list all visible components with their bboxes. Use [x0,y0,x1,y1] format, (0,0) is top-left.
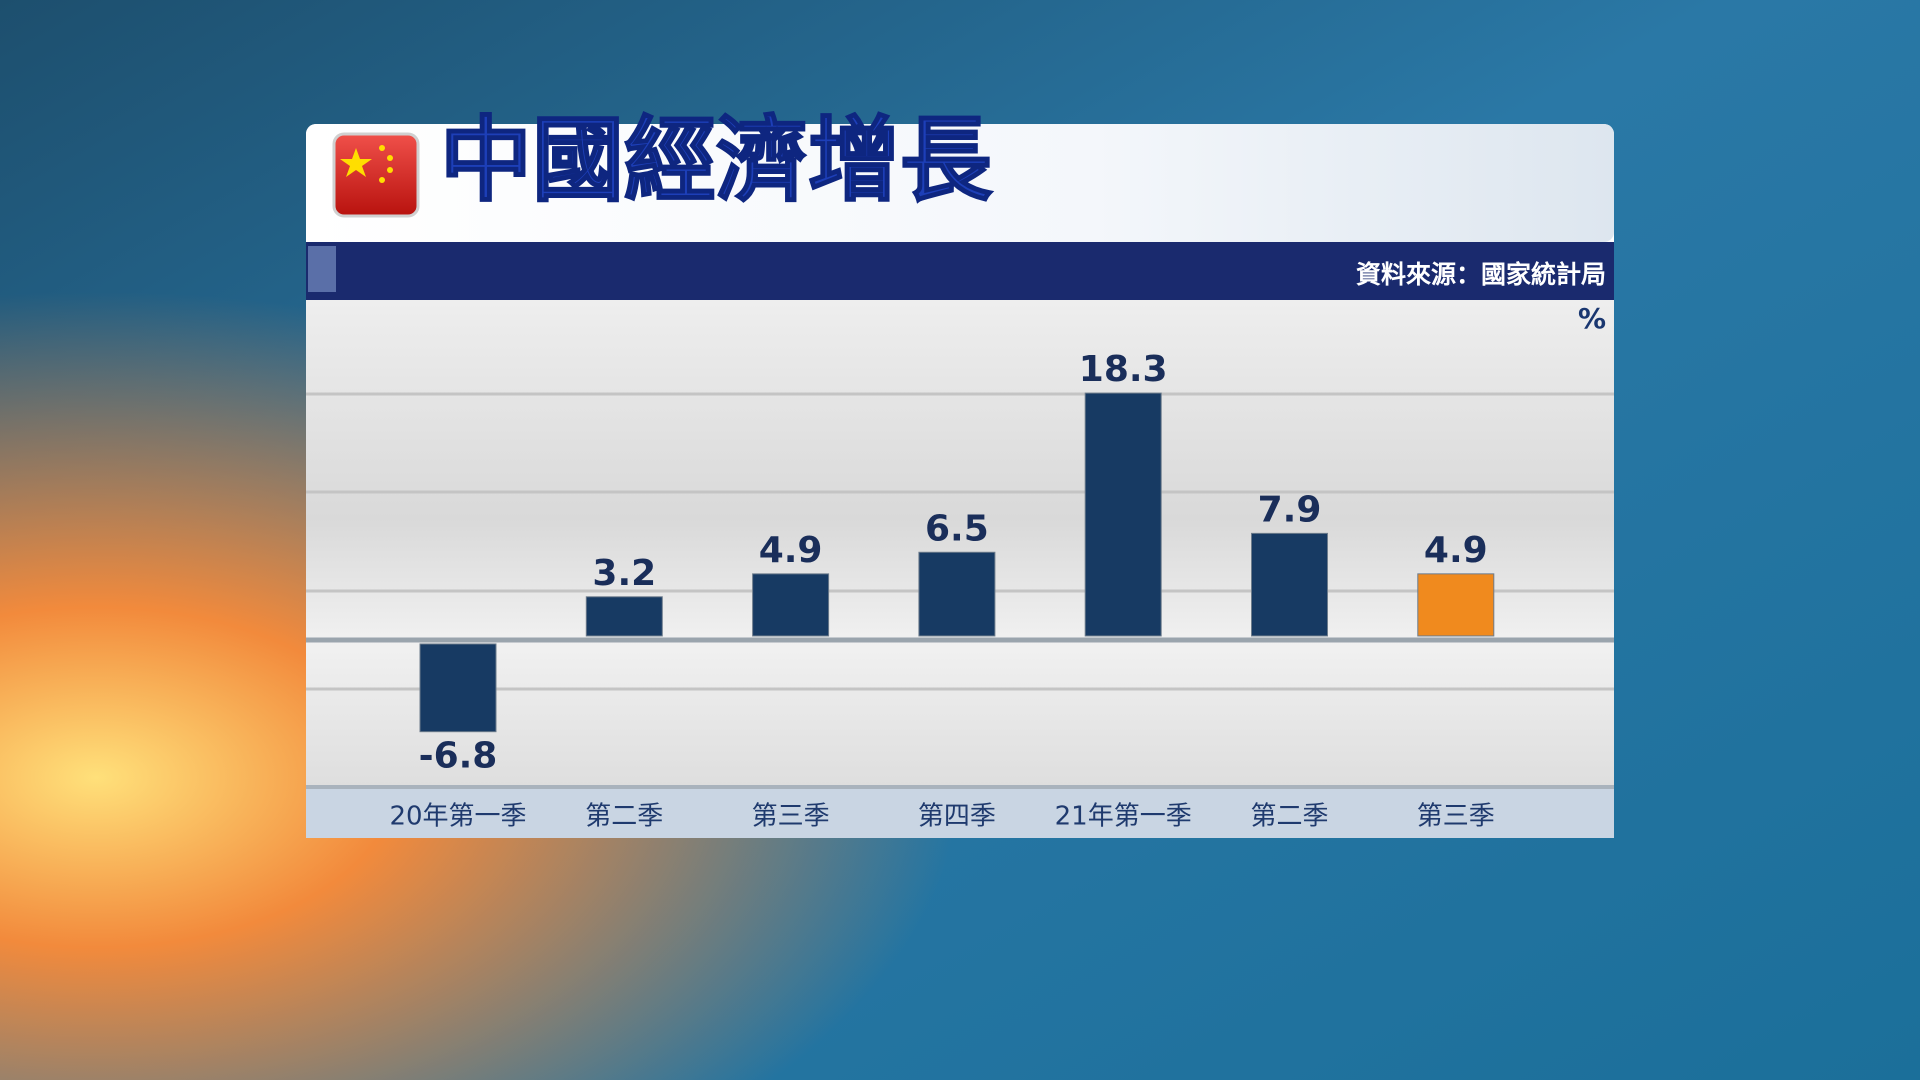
source-band-accent [308,246,336,292]
x-tick-label: 21年第一季 [1055,802,1192,832]
x-tick-label: 20年第一季 [389,802,526,832]
category-band [306,787,1614,838]
bar [1417,573,1495,637]
value-label: 4.9 [1424,530,1488,571]
flag-star [379,145,385,151]
bar [752,573,830,637]
value-label: 6.5 [925,508,989,549]
value-label: 4.9 [759,530,823,571]
flag-star [379,177,385,183]
flag-star [340,148,372,177]
bar [1251,532,1328,637]
value-label: 18.3 [1079,349,1168,390]
x-tick-label: 第二季 [585,802,663,832]
flag-icon [332,132,420,218]
value-label: 7.9 [1258,489,1322,530]
source-band [306,242,1614,300]
bar [419,643,497,733]
flag [332,132,420,218]
chart-title: 中國經濟增長 [440,107,993,214]
bar [918,551,996,637]
source-note: 資料來源：國家統計局 [1356,260,1606,289]
x-tick-label: 第二季 [1250,802,1328,832]
bar [585,596,663,637]
x-tick-label: 第三季 [752,802,830,832]
flag-star [387,155,393,161]
title-band [306,124,1614,242]
value-label: 3.2 [592,553,656,594]
value-label: -6.8 [419,736,498,777]
flag-star [387,167,393,173]
bar [1084,392,1162,637]
x-tick-label: 第三季 [1417,802,1495,832]
unit-label: % [1578,302,1606,335]
x-tick-label: 第四季 [918,802,996,832]
plot-area [306,300,1614,787]
